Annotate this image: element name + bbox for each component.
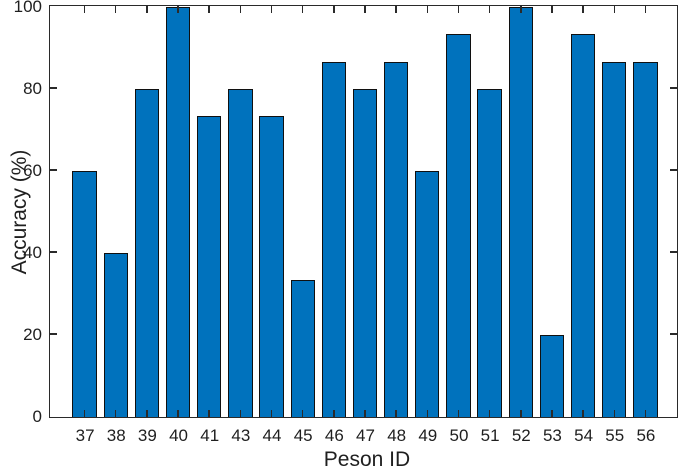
x-tick-label: 38	[106, 426, 126, 445]
x-bottom-tick	[488, 410, 491, 417]
x-top-tick	[395, 6, 397, 13]
bar-47	[352, 89, 378, 417]
bar-40	[165, 7, 191, 417]
x-top-tick	[270, 6, 273, 13]
bar-50	[446, 34, 471, 417]
x-top-tick	[644, 6, 647, 13]
y-tick-label: 60	[23, 160, 42, 180]
x-top-tick	[333, 6, 335, 13]
y-tick-label: 0	[32, 406, 42, 426]
bar-38	[103, 253, 128, 417]
bar-45	[290, 280, 315, 417]
x-bottom-tick	[177, 410, 179, 417]
x-tick-label: 44	[262, 426, 282, 445]
x-top-tick	[146, 6, 148, 13]
x-bottom-tick	[270, 410, 273, 417]
bar-41	[197, 116, 222, 417]
x-bottom-tick	[208, 410, 210, 417]
bar-54	[570, 34, 596, 417]
bar-46	[321, 61, 346, 417]
x-top-tick	[239, 6, 242, 13]
bar-55	[602, 61, 627, 417]
x-top-tick	[364, 6, 366, 13]
x-bottom-tick	[333, 410, 335, 417]
x-bottom-tick	[426, 410, 429, 417]
x-bottom-tick	[582, 410, 584, 417]
x-tick-label: 51	[480, 426, 500, 445]
x-bottom-tick	[520, 410, 522, 417]
x-tick-label: 46	[324, 426, 344, 445]
x-bottom-tick	[457, 410, 460, 417]
bar-39	[134, 89, 160, 417]
x-bottom-tick	[644, 410, 647, 417]
y-left-tick	[50, 169, 57, 171]
x-top-tick	[582, 6, 584, 13]
x-bottom-tick	[613, 410, 615, 417]
y-tick-label: 20	[23, 324, 42, 344]
x-tick-label: 37	[75, 426, 95, 445]
bar-43	[228, 89, 253, 417]
x-tick-label: 53	[542, 426, 562, 445]
x-tick-label: 50	[449, 426, 469, 445]
x-tick-label: 41	[200, 426, 220, 445]
bar-56	[633, 61, 658, 417]
x-tick-label: 52	[511, 426, 531, 445]
x-top-tick	[520, 6, 522, 13]
y-right-tick	[670, 169, 677, 171]
x-top-tick	[457, 6, 460, 13]
x-top-tick	[488, 6, 491, 13]
bar-53	[539, 335, 565, 417]
bar-37	[72, 171, 97, 417]
y-right-tick	[670, 333, 677, 335]
x-top-tick	[83, 6, 86, 13]
x-tick-label: 55	[605, 426, 625, 445]
x-tick-label: 48	[387, 426, 407, 445]
bar-49	[415, 171, 440, 417]
plot-area	[49, 5, 678, 418]
x-tick-label: 54	[574, 426, 594, 445]
x-top-tick	[613, 6, 615, 13]
y-tick-label: 100	[13, 0, 42, 16]
x-bottom-tick	[395, 410, 397, 417]
bar-44	[259, 116, 284, 417]
x-bottom-tick	[551, 410, 553, 417]
y-tick-label: 40	[23, 242, 42, 262]
x-bottom-tick	[239, 410, 242, 417]
x-tick-label: 47	[356, 426, 375, 445]
y-right-tick	[670, 251, 677, 253]
bar-48	[384, 61, 409, 417]
bar-51	[477, 89, 502, 417]
x-top-tick	[177, 6, 179, 13]
x-top-tick	[301, 6, 304, 13]
x-top-tick	[114, 6, 117, 13]
x-tick-label: 49	[418, 426, 438, 445]
x-tick-label: 43	[231, 426, 251, 445]
x-bottom-tick	[114, 410, 117, 417]
x-tick-label: 45	[293, 426, 313, 445]
x-top-tick	[426, 6, 429, 13]
x-top-tick	[551, 6, 553, 13]
y-right-tick	[670, 87, 677, 89]
x-tick-label: 56	[636, 426, 656, 445]
bar-52	[508, 7, 533, 417]
x-top-tick	[208, 6, 210, 13]
y-left-tick	[50, 333, 57, 335]
x-bottom-tick	[301, 410, 304, 417]
y-tick-label: 80	[23, 78, 42, 98]
x-bottom-tick	[364, 410, 366, 417]
x-tick-label: 40	[169, 426, 188, 445]
x-tick-label: 39	[137, 426, 157, 445]
x-bottom-tick	[83, 410, 86, 417]
y-left-tick	[50, 251, 57, 253]
x-bottom-tick	[146, 410, 148, 417]
x-axis-title: Peson ID	[323, 448, 411, 471]
y-left-tick	[50, 87, 57, 89]
